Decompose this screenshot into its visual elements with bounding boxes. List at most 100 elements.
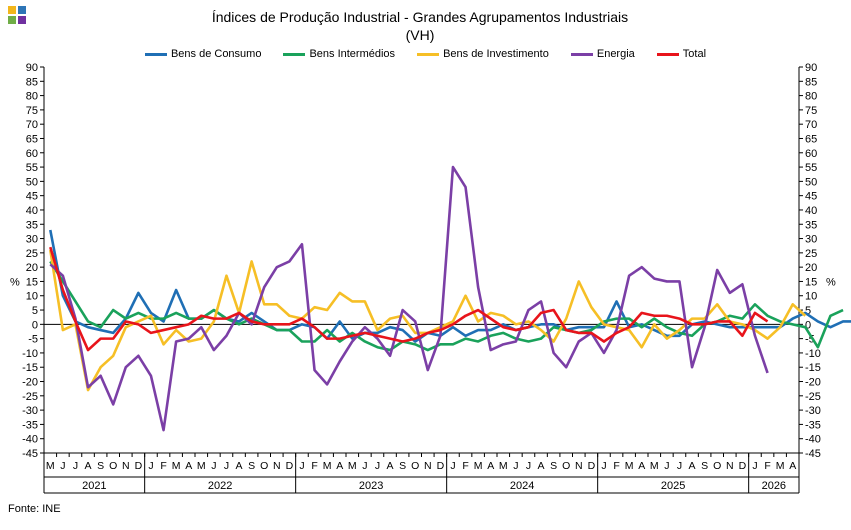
x-tick-label: J: [211, 460, 216, 472]
x-tick-label: A: [236, 460, 243, 472]
x-tick-label: M: [650, 460, 659, 472]
y-tick-label-right: -20: [805, 377, 821, 389]
y-tick-label-left: 55: [26, 162, 38, 174]
y-tick-label-left: 80: [26, 91, 38, 103]
x-tick-label: M: [172, 460, 181, 472]
y-tick-label-right: 20: [805, 262, 817, 274]
source-note: Fonte: INE: [8, 503, 61, 515]
y-tick-label-right: 85: [805, 76, 817, 88]
x-tick-label: A: [487, 460, 494, 472]
x-tick-label: S: [97, 460, 104, 472]
y-axis-unit-right: %: [826, 276, 836, 288]
x-tick-label: J: [513, 460, 518, 472]
x-tick-label: O: [562, 460, 570, 472]
y-tick-label-left: 70: [26, 119, 38, 131]
x-tick-label: S: [248, 460, 255, 472]
x-tick-label: D: [739, 460, 747, 472]
y-tick-label-left: 25: [26, 248, 38, 260]
x-tick-label: M: [776, 460, 785, 472]
x-tick-label: F: [764, 460, 770, 472]
y-tick-label-right: 90: [805, 62, 817, 74]
x-tick-label: M: [499, 460, 508, 472]
y-tick-label-left: -35: [22, 419, 38, 431]
x-tick-label: A: [538, 460, 545, 472]
x-tick-label: F: [462, 460, 468, 472]
y-tick-label-right: 40: [805, 205, 817, 217]
x-tick-label: D: [437, 460, 445, 472]
y-tick-label-left: 90: [26, 62, 38, 74]
x-tick-label: A: [789, 460, 796, 472]
x-tick-label: D: [286, 460, 294, 472]
y-tick-label-left: -45: [22, 448, 38, 460]
y-tick-label-left: -25: [22, 391, 38, 403]
x-tick-label: J: [73, 460, 78, 472]
x-tick-label: A: [689, 460, 696, 472]
x-tick-label: N: [273, 460, 281, 472]
y-tick-label-right: 35: [805, 219, 817, 231]
y-tick-label-right: -25: [805, 391, 821, 403]
x-tick-label: M: [46, 460, 55, 472]
y-tick-label-right: 60: [805, 148, 817, 160]
y-tick-label-right: -30: [805, 405, 821, 417]
y-tick-label-left: 0: [32, 319, 38, 331]
year-label: 2024: [510, 480, 534, 492]
x-tick-label: J: [148, 460, 153, 472]
y-tick-label-right: -45: [805, 448, 821, 460]
y-tick-label-right: 45: [805, 191, 817, 203]
y-tick-label-left: -30: [22, 405, 38, 417]
year-label: 2026: [762, 480, 786, 492]
y-tick-label-right: 50: [805, 176, 817, 188]
y-tick-label-left: 65: [26, 133, 38, 145]
y-tick-label-right: 10: [805, 291, 817, 303]
x-tick-label: F: [311, 460, 317, 472]
y-tick-label-left: 35: [26, 219, 38, 231]
y-tick-label-right: 65: [805, 133, 817, 145]
year-label: 2023: [359, 480, 383, 492]
x-tick-label: A: [185, 460, 192, 472]
y-tick-label-left: 15: [26, 276, 38, 288]
x-tick-label: A: [336, 460, 343, 472]
y-tick-label-right: -40: [805, 434, 821, 446]
y-tick-label-left: -10: [22, 348, 38, 360]
x-tick-label: N: [726, 460, 734, 472]
x-tick-label: A: [387, 460, 394, 472]
y-tick-label-right: -35: [805, 419, 821, 431]
y-tick-label-left: 45: [26, 191, 38, 203]
series-line: [50, 167, 767, 430]
y-tick-label-right: -10: [805, 348, 821, 360]
x-tick-label: J: [664, 460, 669, 472]
x-tick-label: S: [399, 460, 406, 472]
y-tick-label-left: -20: [22, 377, 38, 389]
x-tick-label: O: [713, 460, 721, 472]
x-tick-label: J: [601, 460, 606, 472]
y-tick-label-left: 30: [26, 234, 38, 246]
x-tick-label: J: [362, 460, 367, 472]
x-tick-label: M: [348, 460, 357, 472]
y-tick-label-right: 75: [805, 105, 817, 117]
x-tick-label: D: [588, 460, 596, 472]
x-tick-label: M: [474, 460, 483, 472]
y-tick-label-right: 15: [805, 276, 817, 288]
year-label: 2025: [661, 480, 685, 492]
y-axis-unit-left: %: [10, 276, 20, 288]
x-tick-label: M: [323, 460, 332, 472]
y-tick-label-right: 80: [805, 91, 817, 103]
y-tick-label-right: 55: [805, 162, 817, 174]
y-tick-label-left: 20: [26, 262, 38, 274]
x-tick-label: M: [197, 460, 206, 472]
x-tick-label: F: [613, 460, 619, 472]
y-tick-label-left: -40: [22, 434, 38, 446]
x-tick-label: J: [60, 460, 65, 472]
y-tick-label-left: 50: [26, 176, 38, 188]
y-tick-label-left: -5: [28, 334, 38, 346]
year-label: 2021: [82, 480, 106, 492]
x-tick-label: O: [260, 460, 268, 472]
y-tick-label-right: -15: [805, 362, 821, 374]
x-tick-label: O: [411, 460, 419, 472]
y-tick-label-right: 25: [805, 248, 817, 260]
y-tick-label-left: 10: [26, 291, 38, 303]
x-tick-label: M: [625, 460, 634, 472]
year-label: 2022: [208, 480, 232, 492]
x-tick-label: A: [85, 460, 92, 472]
